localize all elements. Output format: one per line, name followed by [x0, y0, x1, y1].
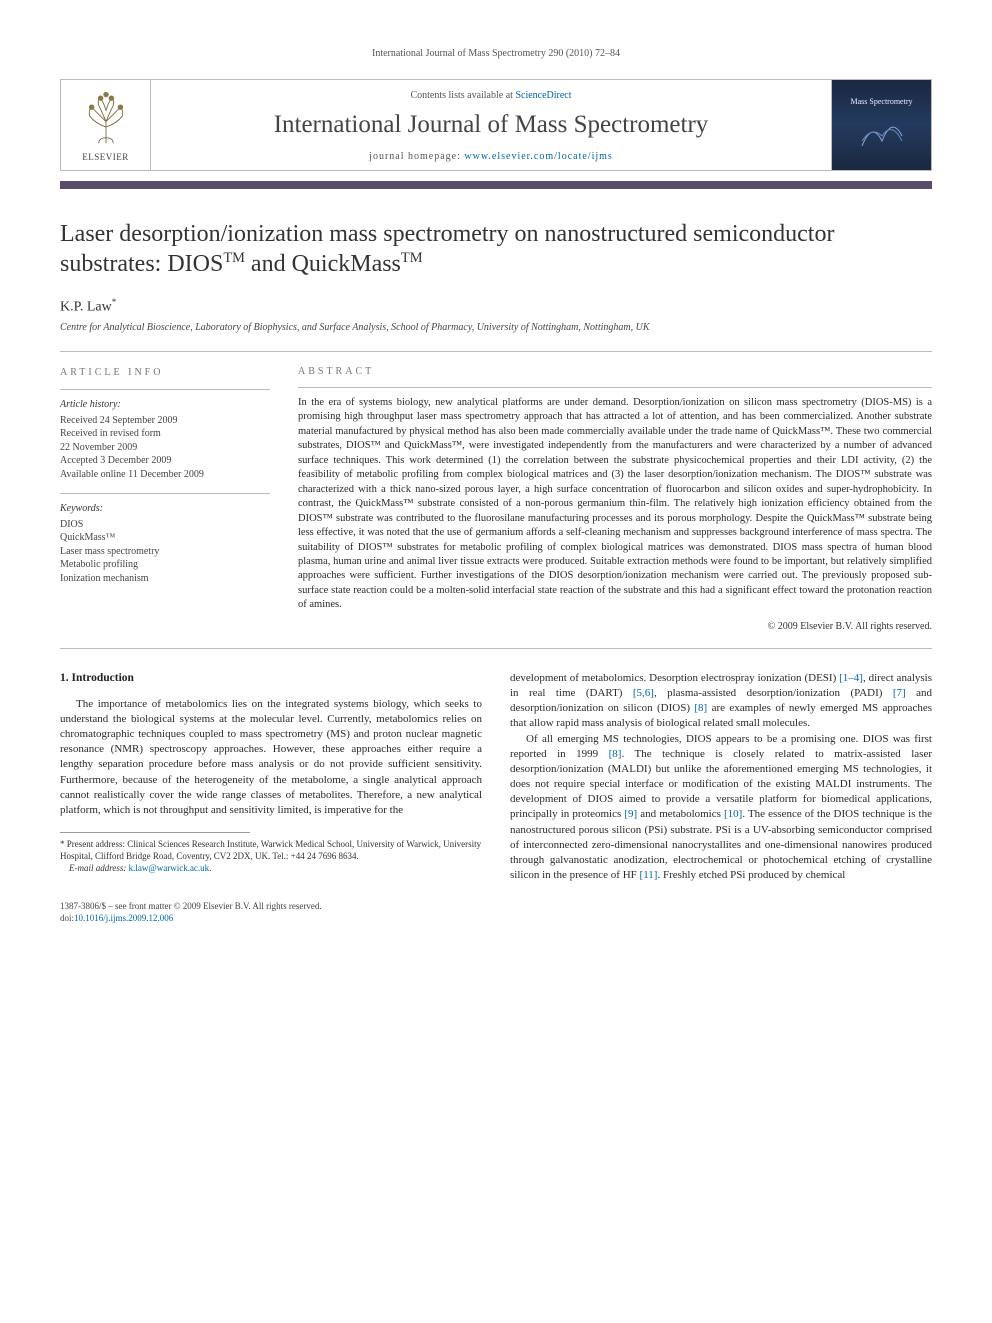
- cover-art-icon: [857, 111, 907, 151]
- section-1-head: 1. Introduction: [60, 671, 482, 687]
- author-line: K.P. Law*: [60, 297, 932, 316]
- abstract-copyright: © 2009 Elsevier B.V. All rights reserved…: [298, 621, 932, 632]
- corresponding-footnote: * Present address: Clinical Sciences Res…: [60, 839, 482, 874]
- cover-thumb-content: Mass Spectrometry: [851, 97, 913, 153]
- rule-bottom: [60, 648, 932, 649]
- page-container: International Journal of Mass Spectromet…: [0, 0, 992, 965]
- journal-homepage-link[interactable]: www.elsevier.com/locate/ijms: [464, 151, 612, 162]
- keywords-block: Keywords: DIOS QuickMass™ Laser mass spe…: [60, 502, 270, 585]
- contents-prefix: Contents lists available at: [410, 90, 515, 101]
- title-tm1: TM: [223, 250, 245, 266]
- revised-line1: Received in revised form: [60, 427, 270, 441]
- affiliation: Centre for Analytical Bioscience, Labora…: [60, 322, 932, 333]
- contents-available-line: Contents lists available at ScienceDirec…: [410, 90, 571, 101]
- homepage-prefix: journal homepage:: [369, 151, 464, 162]
- sciencedirect-link[interactable]: ScienceDirect: [515, 90, 571, 101]
- body-columns: 1. Introduction The importance of metabo…: [60, 671, 932, 883]
- p2e: . Freshly etched PSi produced by chemica…: [657, 869, 845, 881]
- email-label: E-mail address:: [69, 863, 129, 873]
- article-info-column: article info Article history: Received 2…: [60, 366, 270, 632]
- doi-line: doi:10.1016/j.ijms.2009.12.006: [60, 913, 932, 925]
- elsevier-tree-icon: [76, 88, 136, 148]
- body-column-right: development of metabolomics. Desorption …: [510, 671, 932, 883]
- ref-5-6[interactable]: [5,6]: [633, 687, 654, 699]
- title-part2: and QuickMass: [245, 251, 401, 277]
- footnote-address: Present address: Clinical Sciences Resea…: [60, 839, 481, 861]
- running-head: International Journal of Mass Spectromet…: [60, 48, 932, 59]
- p1a: development of metabolomics. Desorption …: [510, 672, 839, 684]
- body-column-left: 1. Introduction The importance of metabo…: [60, 671, 482, 883]
- intro-para-2: Of all emerging MS technologies, DIOS ap…: [510, 732, 932, 884]
- doi-label: doi:: [60, 913, 74, 923]
- intro-para-1: The importance of metabolomics lies on t…: [60, 697, 482, 818]
- title-part1: Laser desorption/ionization mass spectro…: [60, 221, 834, 277]
- author-corresp-marker: *: [112, 297, 117, 307]
- info-rule-2: [60, 493, 270, 494]
- publisher-name: ELSEVIER: [82, 152, 129, 162]
- keyword-1: DIOS: [60, 518, 270, 532]
- title-tm2: TM: [401, 250, 423, 266]
- received-date: Received 24 September 2009: [60, 414, 270, 428]
- keyword-5: Ionization mechanism: [60, 572, 270, 586]
- p2c: and metabolomics: [637, 808, 724, 820]
- ref-7[interactable]: [7]: [893, 687, 906, 699]
- info-rule-1: [60, 389, 270, 390]
- online-date: Available online 11 December 2009: [60, 468, 270, 482]
- ref-8a[interactable]: [8]: [694, 702, 707, 714]
- cover-thumb-title: Mass Spectrometry: [851, 97, 913, 107]
- abs-rule: [298, 387, 932, 388]
- p1c: , plasma-assisted desorption/ionization …: [654, 687, 893, 699]
- article-info-head: article info: [60, 366, 270, 380]
- ref-11[interactable]: [11]: [640, 869, 658, 881]
- journal-cover-thumb: Mass Spectrometry: [831, 80, 931, 170]
- history-label: Article history:: [60, 398, 270, 412]
- keyword-4: Metabolic profiling: [60, 558, 270, 572]
- revised-line2: 22 November 2009: [60, 441, 270, 455]
- ref-1-4[interactable]: [1–4]: [839, 672, 863, 684]
- author-name: K.P. Law: [60, 300, 112, 315]
- abstract-text: In the era of systems biology, new analy…: [298, 396, 932, 613]
- article-history-block: Article history: Received 24 September 2…: [60, 398, 270, 481]
- article-title: Laser desorption/ionization mass spectro…: [60, 219, 932, 279]
- info-abstract-row: article info Article history: Received 2…: [60, 352, 932, 648]
- journal-title: International Journal of Mass Spectromet…: [274, 111, 709, 139]
- keyword-2: QuickMass™: [60, 531, 270, 545]
- accepted-date: Accepted 3 December 2009: [60, 454, 270, 468]
- email-suffix: .: [209, 863, 211, 873]
- page-footer: 1387-3806/$ – see front matter © 2009 El…: [60, 901, 932, 924]
- ref-10[interactable]: [10]: [724, 808, 742, 820]
- accent-bar: [60, 181, 932, 189]
- intro-para-1-cont: development of metabolomics. Desorption …: [510, 671, 932, 732]
- banner-middle: Contents lists available at ScienceDirec…: [151, 80, 831, 170]
- footnote-rule: [60, 832, 250, 833]
- publisher-logo-block: ELSEVIER: [61, 80, 151, 170]
- ref-9[interactable]: [9]: [624, 808, 637, 820]
- doi-link[interactable]: 10.1016/j.ijms.2009.12.006: [74, 913, 173, 923]
- journal-homepage-line: journal homepage: www.elsevier.com/locat…: [369, 151, 613, 162]
- issn-line: 1387-3806/$ – see front matter © 2009 El…: [60, 901, 932, 913]
- keywords-label: Keywords:: [60, 502, 270, 516]
- keyword-3: Laser mass spectrometry: [60, 545, 270, 559]
- abstract-column: abstract In the era of systems biology, …: [298, 366, 932, 632]
- journal-banner: ELSEVIER Contents lists available at Sci…: [60, 79, 932, 171]
- author-email-link[interactable]: k.law@warwick.ac.uk: [129, 863, 210, 873]
- ref-8b[interactable]: [8]: [609, 748, 622, 760]
- abstract-head: abstract: [298, 366, 932, 377]
